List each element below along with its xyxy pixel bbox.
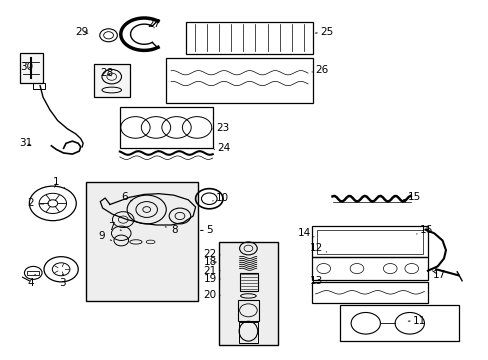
Text: 18: 18 [203, 257, 217, 267]
Bar [239, 273, 258, 291]
Text: 2: 2 [27, 198, 43, 208]
Bar [311, 257, 427, 280]
Text: 1: 1 [53, 177, 64, 188]
Text: 7: 7 [108, 222, 121, 232]
Bar [94, 64, 129, 97]
Text: 15: 15 [403, 192, 421, 202]
Text: 16: 16 [416, 225, 432, 235]
Text: 12: 12 [309, 243, 326, 253]
Text: 30: 30 [20, 62, 33, 72]
Text: 19: 19 [203, 274, 220, 284]
Text: 23: 23 [212, 123, 229, 133]
Bar [219, 242, 277, 345]
Text: 4: 4 [27, 274, 35, 288]
Bar [120, 107, 212, 148]
Bar [311, 282, 427, 303]
Bar [239, 322, 257, 343]
Text: 5: 5 [200, 225, 212, 235]
Text: 25: 25 [315, 27, 333, 37]
Bar [20, 53, 43, 83]
Text: 8: 8 [165, 225, 178, 235]
Text: 22: 22 [203, 249, 220, 259]
Bar [237, 300, 259, 321]
Bar [339, 305, 458, 341]
Text: 3: 3 [59, 274, 66, 288]
Bar [311, 226, 427, 257]
Text: 13: 13 [309, 276, 326, 286]
Text: 20: 20 [203, 290, 220, 300]
Text: 31: 31 [19, 138, 32, 148]
Text: 9: 9 [98, 231, 111, 241]
Text: 10: 10 [212, 193, 228, 203]
Bar [27, 271, 39, 275]
Text: 11: 11 [407, 316, 426, 326]
Text: 6: 6 [121, 192, 132, 202]
Text: 14: 14 [297, 228, 313, 238]
Text: 17: 17 [431, 270, 445, 280]
Text: 26: 26 [311, 65, 328, 75]
Bar [33, 83, 45, 89]
Bar [85, 182, 198, 301]
Text: 21: 21 [203, 266, 220, 276]
Text: 29: 29 [75, 27, 89, 37]
Bar [166, 58, 312, 103]
Text: 27: 27 [147, 19, 161, 30]
Bar [185, 22, 312, 54]
Text: 24: 24 [214, 143, 230, 153]
Bar [316, 230, 422, 254]
Text: 28: 28 [100, 68, 113, 78]
